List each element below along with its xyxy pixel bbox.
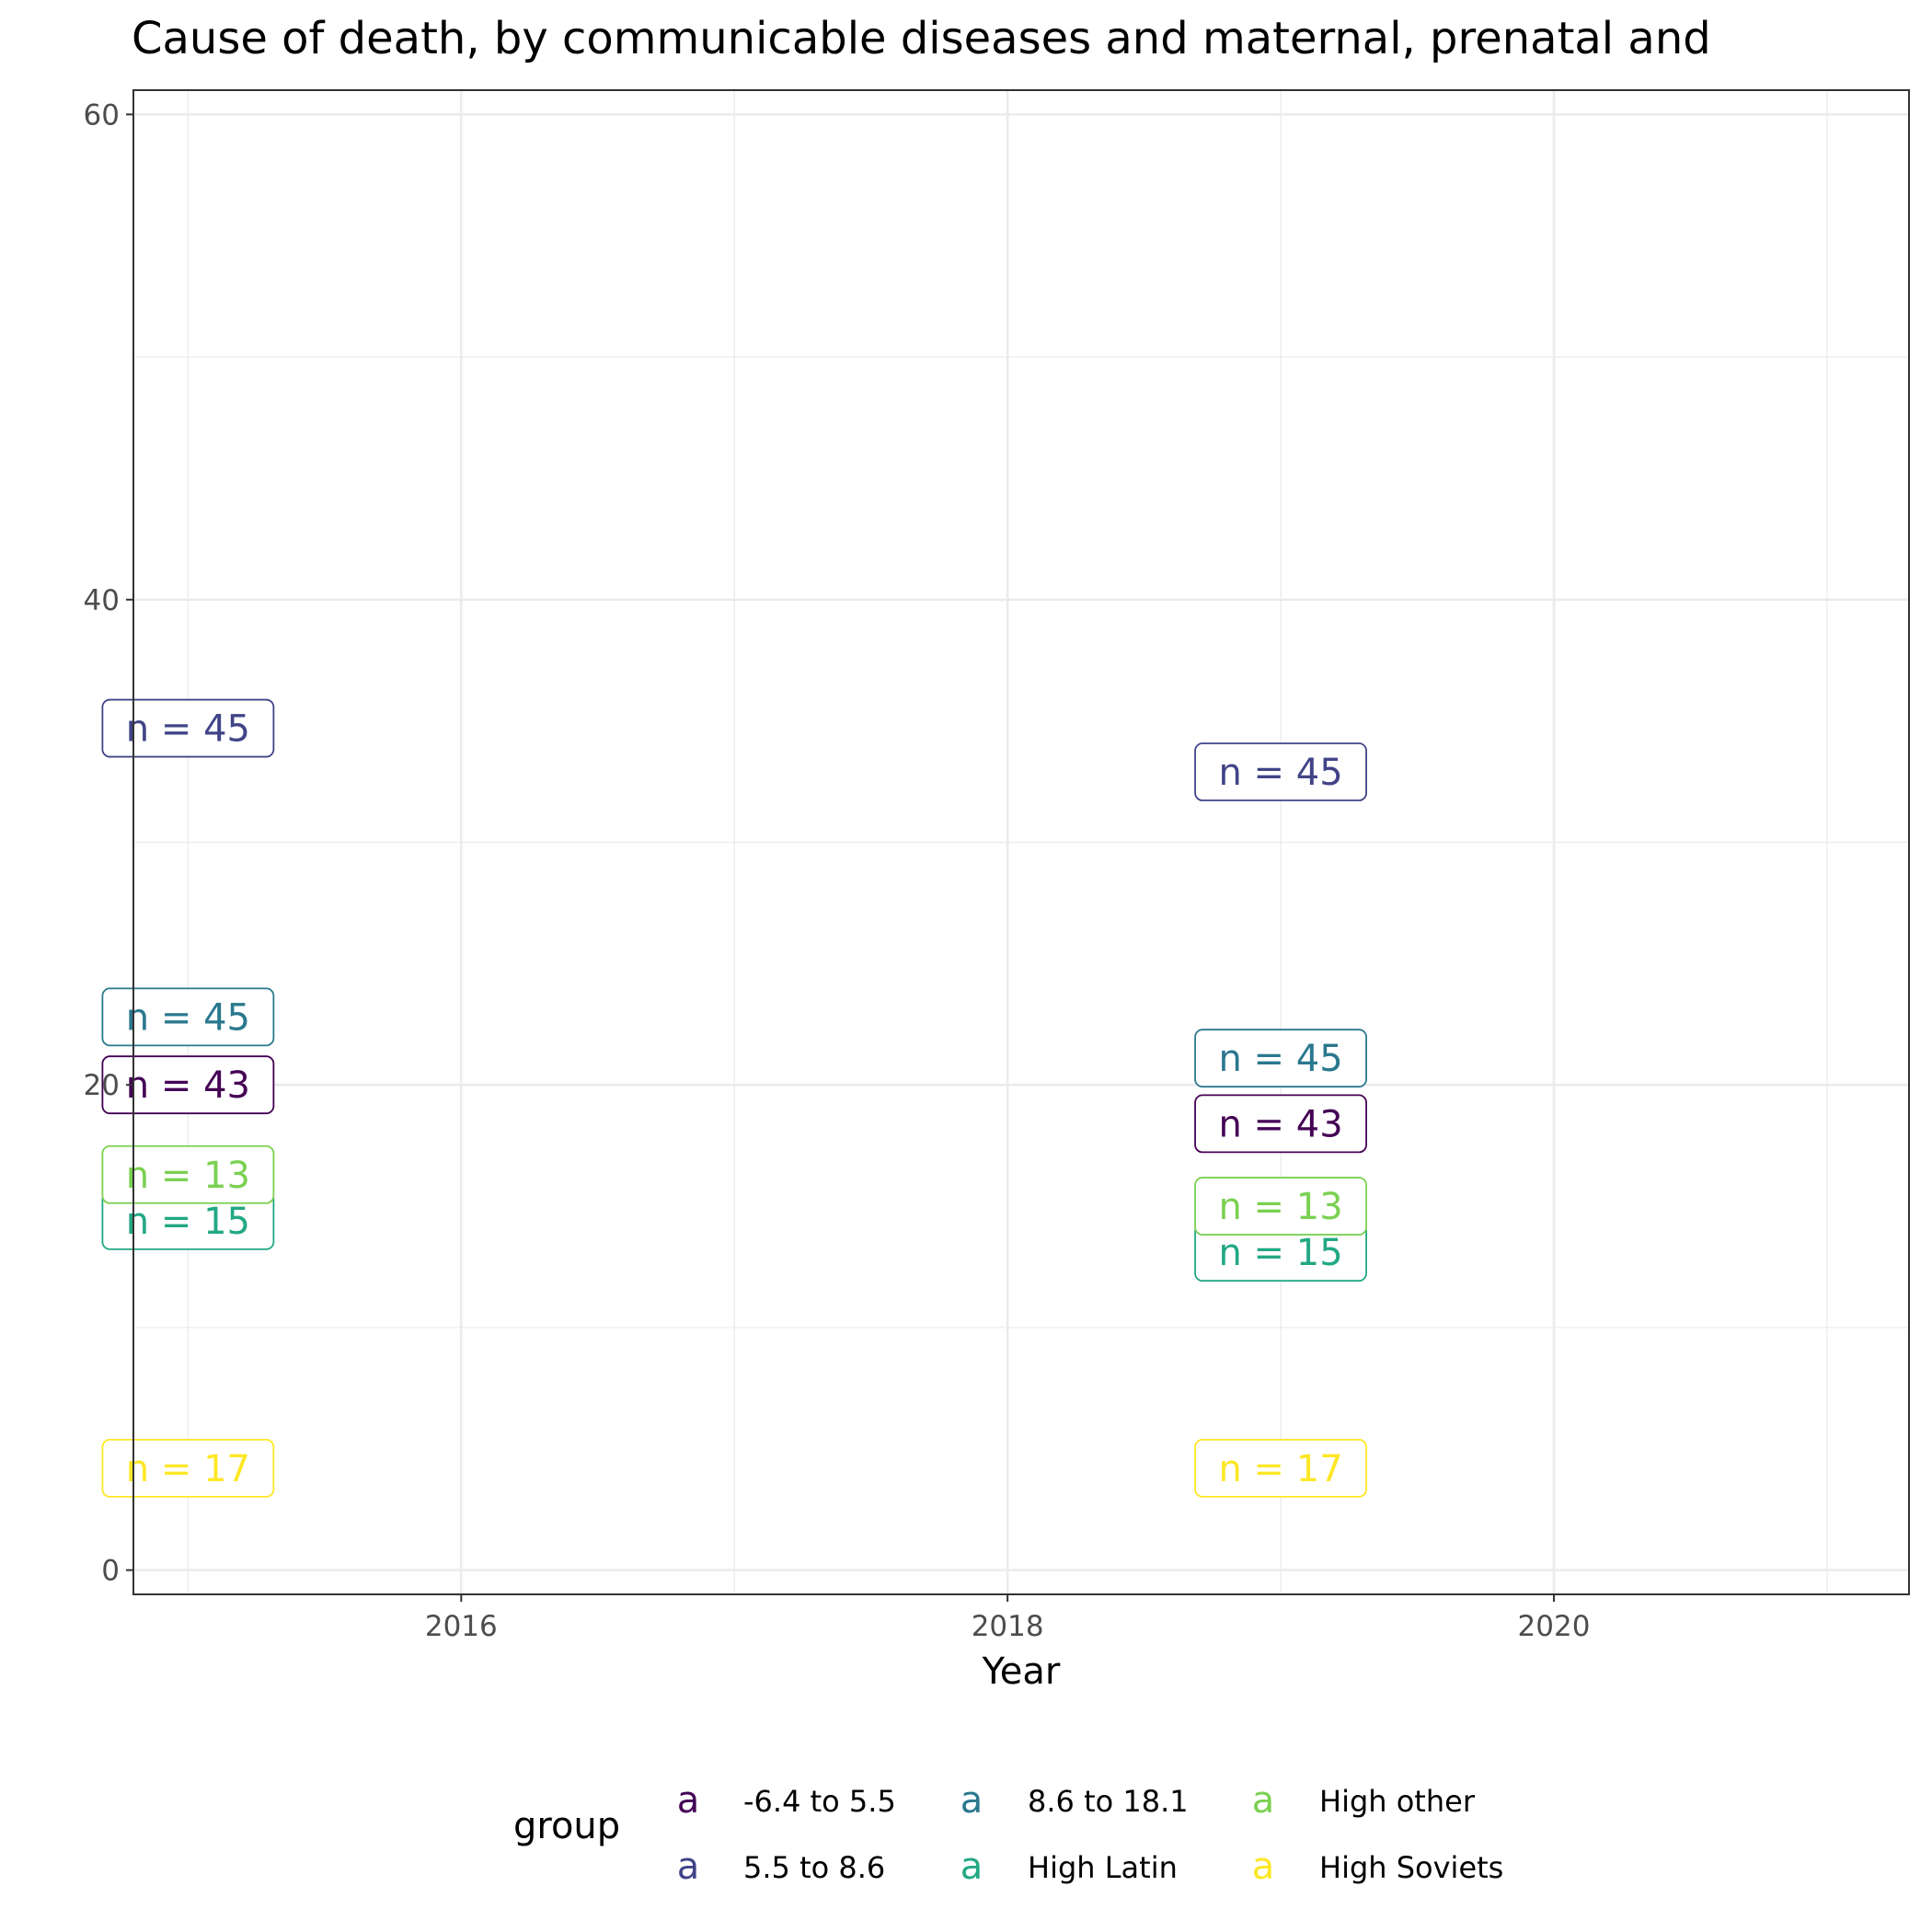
- data-label-text: n = 45: [126, 996, 250, 1039]
- legend-key: a: [677, 1846, 700, 1888]
- legend-title: group: [513, 1805, 620, 1847]
- legend-label: 8.6 to 18.1: [1028, 1784, 1189, 1819]
- data-label-text: n = 43: [126, 1064, 250, 1107]
- data-label-text: n = 43: [1218, 1103, 1342, 1145]
- x-tick-label: 2018: [972, 1610, 1044, 1643]
- y-tick-label: 20: [84, 1069, 120, 1102]
- data-label-box: [1194, 1094, 1367, 1154]
- legend-label: 5.5 to 8.6: [743, 1850, 885, 1885]
- legend-key: a: [677, 1779, 700, 1822]
- data-label-box: [1194, 1029, 1367, 1088]
- x-tick-label: 2016: [425, 1610, 498, 1643]
- data-labels: n = 43 n = 43 n = 45 n = 45 n = 45 n = 45 n = …: [101, 698, 1367, 1498]
- data-label-box: [1194, 1438, 1367, 1498]
- data-label: n = 17: [1194, 1438, 1367, 1498]
- data-label: n = 43: [101, 1055, 275, 1115]
- data-label-box: [101, 1055, 275, 1115]
- data-label: n = 17: [101, 1438, 275, 1498]
- data-label-text: n = 17: [126, 1448, 250, 1490]
- legend-label: -6.4 to 5.5: [743, 1784, 896, 1819]
- legend-item: a High Latin: [960, 1846, 1178, 1888]
- legend-item: a -6.4 to 5.5: [677, 1779, 896, 1822]
- data-label: n = 45: [101, 987, 275, 1047]
- data-label-text: n = 45: [1218, 752, 1342, 794]
- data-label-text: n = 15: [126, 1201, 250, 1243]
- data-label-box: [101, 1438, 275, 1498]
- axes: 2016 2018 2020 0 20 40 60: [84, 98, 1591, 1643]
- y-tick-label: 0: [101, 1555, 120, 1588]
- grid: [133, 90, 1909, 1594]
- data-label: n = 45: [101, 698, 275, 758]
- data-label: n = 45: [1194, 742, 1367, 801]
- data-label: n = 13: [101, 1144, 275, 1204]
- data-label-text: n = 15: [1218, 1232, 1342, 1274]
- y-tick-label: 60: [84, 98, 120, 132]
- legend-label: High other: [1319, 1784, 1476, 1819]
- legend: group a -6.4 to 5.5 a 5.5 to 8.6 a 8.6 to 18.…: [513, 1779, 1503, 1888]
- legend-key: a: [960, 1779, 983, 1822]
- legend-key: a: [960, 1846, 983, 1888]
- data-label-box: [1194, 742, 1367, 801]
- data-label: n = 43: [1194, 1094, 1367, 1154]
- legend-label: High Soviets: [1319, 1850, 1503, 1885]
- legend-label: High Latin: [1028, 1850, 1178, 1885]
- data-label-box: [101, 1144, 275, 1204]
- data-label-box: [101, 987, 275, 1047]
- legend-item: a 5.5 to 8.6: [677, 1846, 886, 1888]
- data-label-text: n = 13: [1218, 1186, 1342, 1228]
- data-label: n = 45: [1194, 1029, 1367, 1088]
- data-label-text: n = 17: [1218, 1448, 1342, 1490]
- data-label-box: [101, 698, 275, 758]
- legend-key: a: [1252, 1779, 1275, 1822]
- legend-item: a High other: [1252, 1779, 1476, 1822]
- x-tick-label: 2020: [1518, 1610, 1591, 1643]
- y-tick-label: 40: [84, 584, 120, 617]
- panel-border: [132, 89, 1910, 1595]
- legend-item: a High Soviets: [1252, 1846, 1504, 1888]
- legend-key: a: [1252, 1846, 1275, 1888]
- chart-title: Cause of death, by communicable diseases…: [132, 13, 1711, 64]
- legend-entries: a -6.4 to 5.5 a 5.5 to 8.6 a 8.6 to 18.1 a High…: [677, 1779, 1504, 1888]
- data-label-text: n = 45: [126, 708, 250, 751]
- data-label-text: n = 45: [1218, 1038, 1342, 1080]
- data-label-text: n = 13: [126, 1155, 250, 1197]
- data-label: n = 15: [1194, 1223, 1367, 1282]
- data-label-box: [1194, 1177, 1367, 1236]
- data-label: n = 15: [101, 1190, 275, 1250]
- legend-item: a 8.6 to 18.1: [960, 1779, 1189, 1822]
- x-axis-title: Year: [982, 1650, 1061, 1693]
- data-label: n = 13: [1194, 1177, 1367, 1236]
